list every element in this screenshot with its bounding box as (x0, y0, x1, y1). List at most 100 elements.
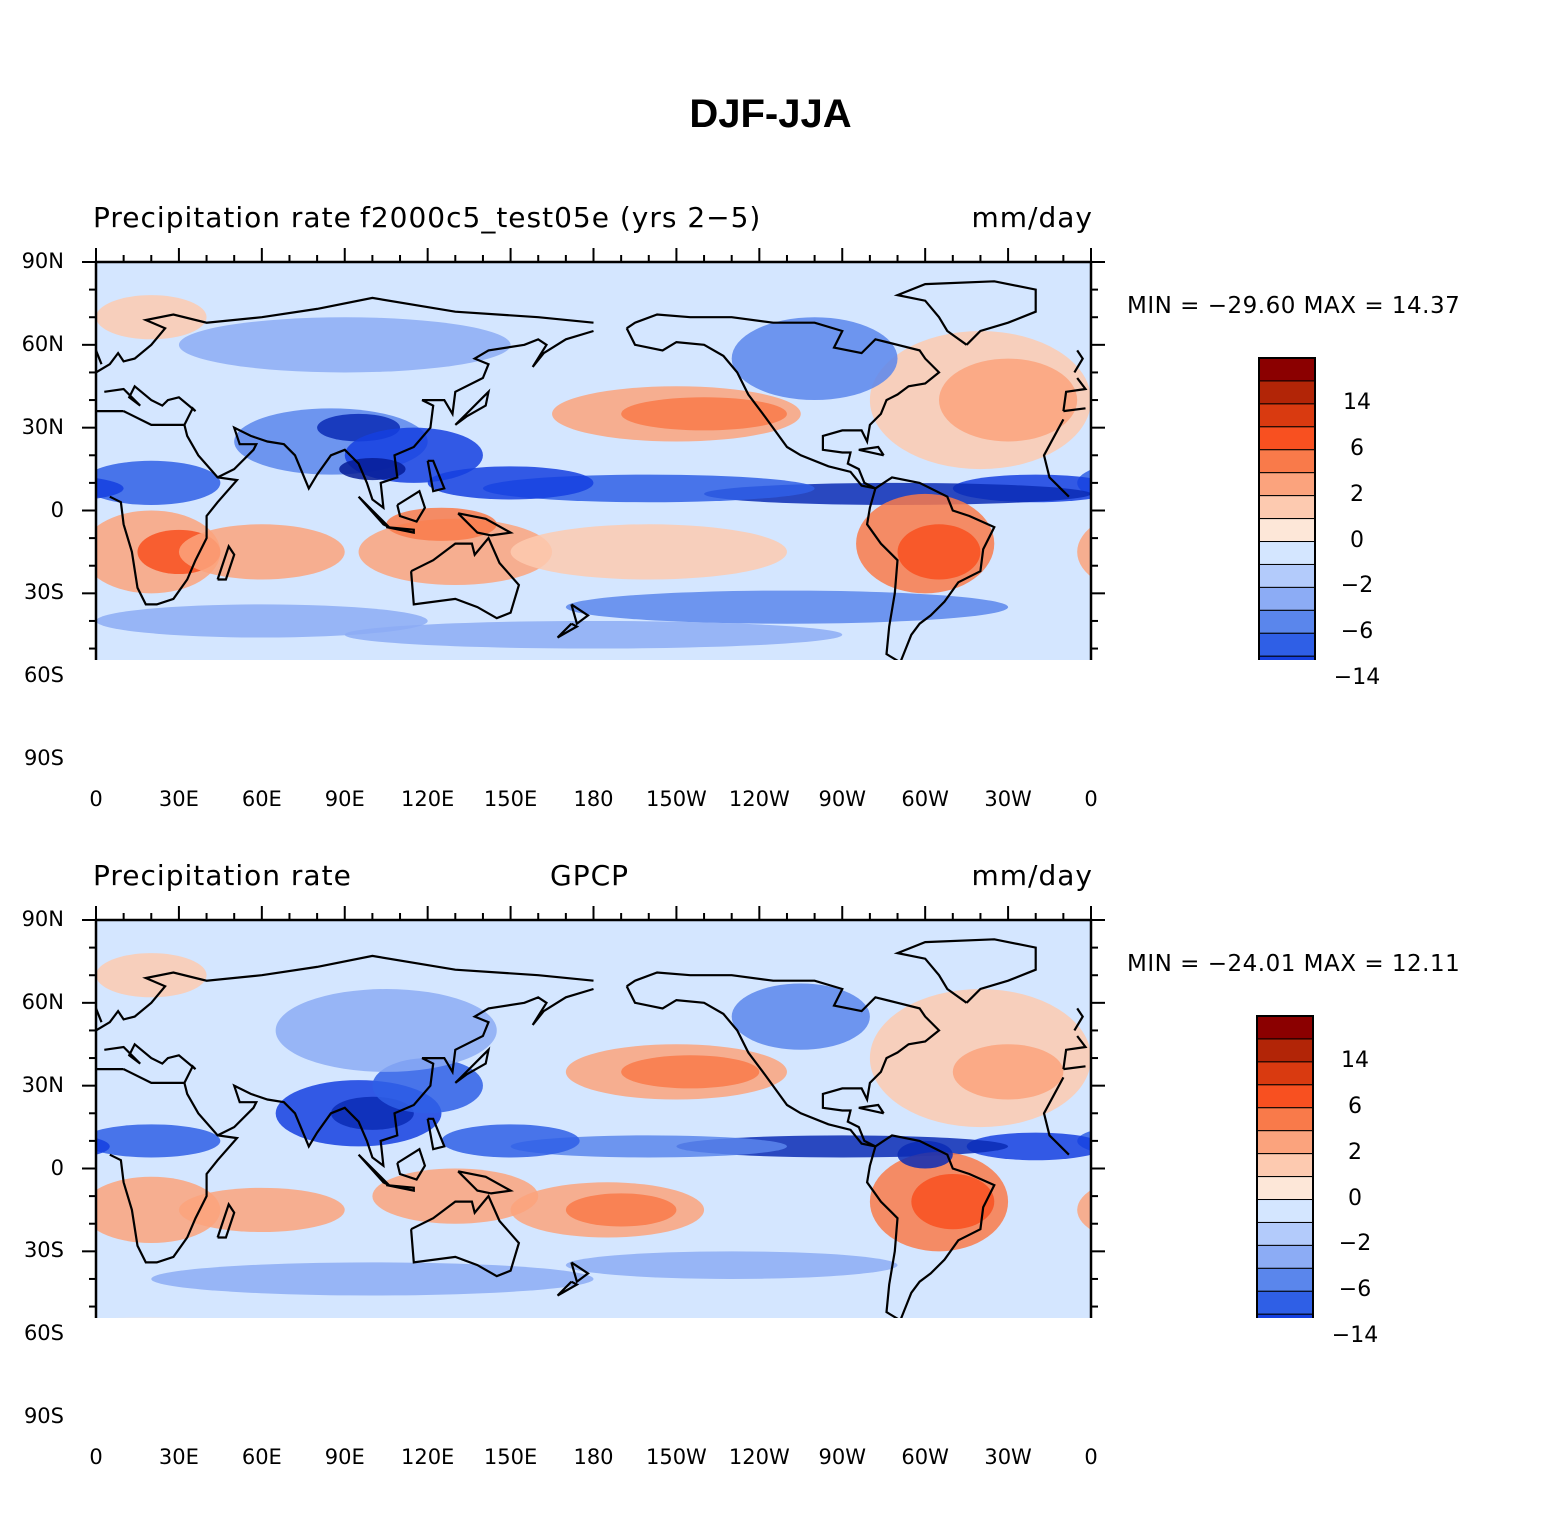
precip-contour (621, 397, 787, 431)
colorbar-label: 2 (1350, 481, 1364, 507)
colorbar-box (1258, 609, 1316, 634)
colorbar-label: 14 (1343, 389, 1371, 415)
precip-contour (731, 317, 898, 401)
colorbar-box (1256, 1313, 1314, 1318)
min-value: −24.01 (1207, 951, 1296, 977)
precip-contour (427, 466, 594, 500)
precip-contour (565, 1193, 677, 1227)
coastline (96, 296, 594, 374)
y-tick-label: 90N (21, 907, 64, 931)
min-label: MIN = (1127, 293, 1208, 319)
y-tick-label: 0 (50, 497, 64, 522)
y-tick-label: 30N (21, 1072, 64, 1097)
precip-field (96, 920, 1091, 1318)
y-tick-label: 30S (23, 580, 64, 605)
colorbar-label: 2 (1348, 1139, 1362, 1165)
precip-contour (178, 1187, 345, 1233)
precip-contour (441, 1124, 580, 1158)
precip-contour (344, 620, 843, 649)
colorbar-box (1256, 1015, 1314, 1040)
left-label: Precipitation rate (93, 859, 352, 892)
coastline (457, 512, 514, 537)
colorbar-frame (1256, 1015, 1314, 1318)
colorbar-box (1258, 632, 1316, 657)
map-background (96, 920, 1091, 1318)
colorbar-box (1256, 1130, 1314, 1155)
precip-contour (510, 524, 787, 580)
x-tick-label: 120E (400, 787, 455, 811)
x-tick-label: 150E (483, 1445, 538, 1469)
x-tick-label: 60E (241, 787, 282, 811)
colorbar-label: −14 (1333, 665, 1381, 691)
x-tick-label: 60W (901, 1445, 949, 1469)
x-tick-label: 90E (324, 787, 365, 811)
precip-contour (178, 524, 345, 580)
coastline (893, 280, 1037, 346)
colorbar-box (1258, 449, 1316, 474)
precip-contour (96, 478, 124, 499)
coastline (858, 1103, 885, 1115)
colorbar-label: −14 (1331, 1323, 1379, 1349)
colorbar-box (1258, 563, 1316, 588)
colorbar-box (1256, 1199, 1314, 1223)
max-label: MAX = (1295, 951, 1392, 977)
x-tick-label: 150W (645, 1445, 707, 1469)
colorbar-label: −2 (1340, 573, 1374, 599)
x-tick-label: 0 (1084, 1445, 1098, 1469)
units-label: mm/day (971, 201, 1093, 234)
coastline (385, 526, 415, 534)
coastline (109, 1068, 240, 1264)
y-tick-label: 90N (21, 249, 64, 273)
coastline (104, 384, 197, 426)
x-tick-label: 150E (483, 787, 538, 811)
coastline (570, 603, 590, 626)
x-tick-label: 180 (573, 787, 614, 811)
x-tick-label: 0 (1084, 787, 1098, 811)
colorbar-box (1256, 1084, 1314, 1109)
colorbar-label: −6 (1340, 619, 1374, 645)
precip-contour (1077, 527, 1091, 577)
coastline (385, 1184, 415, 1192)
coastline (454, 388, 491, 426)
x-tick-label: 30E (158, 787, 199, 811)
figure-title: DJF-JJA (689, 92, 852, 136)
coastline (1063, 407, 1086, 413)
colorbar-label: 6 (1350, 435, 1364, 461)
coastline (457, 1170, 514, 1195)
coastline (1042, 418, 1070, 498)
precip-contour (275, 989, 497, 1072)
colorbar-label: −6 (1338, 1277, 1372, 1303)
coastline (216, 543, 236, 581)
x-tick-label: 30E (158, 1445, 199, 1469)
coastline (1062, 1035, 1088, 1070)
tick-marks (82, 906, 1105, 1308)
x-tick-label: 30W (984, 1445, 1032, 1469)
precip-contour (96, 604, 428, 638)
colorbar-box (1256, 1038, 1314, 1063)
coastline (410, 1194, 521, 1278)
precip-contour (96, 295, 207, 340)
colorbar-box (1258, 426, 1316, 451)
y-tick-label: 60S (23, 663, 64, 688)
coastline (96, 954, 594, 1032)
colorbar-box (1256, 1244, 1314, 1269)
precip-contour (565, 590, 1009, 624)
min-value: −29.60 (1207, 293, 1296, 319)
coastline (426, 459, 446, 493)
y-tick-label: 90S (23, 746, 64, 770)
colorbar-label: 14 (1341, 1047, 1369, 1073)
units-label: mm/day (971, 859, 1093, 892)
precip-field (96, 262, 1091, 660)
x-tick-label: 30W (984, 787, 1032, 811)
x-tick-label: 90W (818, 787, 867, 811)
coastline (570, 1261, 590, 1284)
coastline (426, 1117, 446, 1151)
coastline (858, 445, 885, 457)
colorbar (1258, 357, 1316, 660)
precip-contour (96, 1138, 110, 1155)
min-max-readout: MIN = −29.60 MAX = 14.37 (1127, 293, 1460, 319)
colorbar-box (1258, 541, 1316, 565)
coastline (1073, 1007, 1085, 1031)
precip-contour (565, 1251, 898, 1279)
y-tick-label: 60N (21, 331, 64, 356)
